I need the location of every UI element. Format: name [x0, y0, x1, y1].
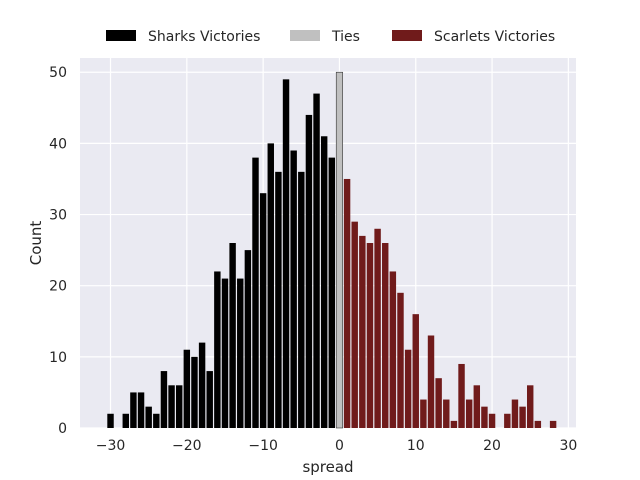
bar-sharks-victories	[160, 371, 168, 428]
x-tick-label: 10	[407, 438, 425, 454]
y-axis-title: Count	[27, 221, 45, 266]
legend-label-scarlets: Scarlets Victories	[434, 29, 555, 45]
bar-sharks-victories	[122, 413, 129, 428]
bar-sharks-victories	[267, 143, 274, 428]
bar-scarlets-victories	[351, 221, 358, 428]
bar-scarlets-victories	[420, 399, 427, 428]
bar-sharks-victories	[206, 371, 213, 428]
bar-sharks-victories	[259, 193, 267, 428]
bar-scarlets-victories	[374, 228, 381, 428]
legend-label-sharks: Sharks Victories	[148, 29, 260, 45]
legend-swatch-ties	[290, 30, 320, 41]
bar-sharks-victories	[328, 157, 336, 428]
bar-scarlets-victories	[435, 378, 442, 428]
legend-swatch-sharks	[106, 30, 136, 41]
x-tick-label: 0	[335, 438, 344, 454]
bars	[107, 71, 557, 429]
bar-sharks-victories	[244, 250, 252, 428]
bar-scarlets-victories	[481, 406, 488, 428]
bar-scarlets-victories	[465, 399, 473, 428]
bar-scarlets-victories	[359, 235, 366, 428]
x-axis-title: spread	[302, 458, 353, 476]
bar-scarlets-victories	[473, 385, 481, 428]
bar-scarlets-victories	[382, 243, 389, 428]
bar-scarlets-victories	[549, 420, 557, 428]
bar-sharks-victories	[221, 278, 229, 428]
bar-scarlets-victories	[511, 399, 519, 428]
x-tick-label: 30	[559, 438, 577, 454]
bar-sharks-victories	[282, 79, 290, 428]
bar-sharks-victories	[305, 114, 313, 428]
y-tick-label: 10	[49, 350, 67, 366]
bar-scarlets-victories	[519, 406, 526, 428]
plot-area	[80, 58, 576, 428]
y-tick-label: 0	[58, 421, 67, 437]
bar-sharks-victories	[198, 342, 206, 428]
bar-scarlets-victories	[450, 420, 458, 428]
legend-swatch-scarlets	[392, 30, 422, 41]
bar-scarlets-victories	[389, 271, 397, 428]
x-tick-label: −20	[172, 438, 202, 454]
bar-ties	[335, 71, 343, 429]
x-tick-label: −30	[96, 438, 126, 454]
bar-scarlets-victories	[343, 178, 351, 428]
bar-sharks-victories	[191, 356, 198, 428]
bar-scarlets-victories	[412, 314, 419, 428]
grid-lines	[80, 58, 576, 429]
bar-sharks-victories	[275, 171, 282, 428]
bar-sharks-victories	[137, 392, 145, 428]
y-tick-label: 20	[49, 279, 67, 295]
bar-sharks-victories	[145, 406, 152, 428]
bar-sharks-victories	[107, 413, 114, 428]
bar-sharks-victories	[153, 413, 160, 428]
bar-sharks-victories	[320, 136, 328, 428]
bar-scarlets-victories	[397, 292, 404, 428]
bar-scarlets-victories	[366, 243, 374, 428]
bar-sharks-victories	[290, 150, 297, 428]
bar-scarlets-victories	[488, 413, 496, 428]
bar-sharks-victories	[313, 93, 320, 429]
legend: Sharks Victories Ties Scarlets Victories	[106, 29, 555, 45]
x-tick-label: −10	[248, 438, 278, 454]
bar-sharks-victories	[229, 243, 236, 428]
bar-scarlets-victories	[534, 420, 542, 428]
bar-sharks-victories	[130, 392, 137, 428]
bar-scarlets-victories	[443, 399, 450, 428]
y-tick-label: 40	[49, 136, 67, 152]
bar-scarlets-victories	[427, 335, 435, 428]
bar-sharks-victories	[252, 157, 259, 428]
bar-scarlets-victories	[527, 385, 534, 428]
legend-label-ties: Ties	[331, 29, 360, 45]
y-tick-label: 30	[49, 208, 67, 224]
bar-sharks-victories	[183, 349, 191, 428]
bar-scarlets-victories	[504, 413, 511, 428]
x-tick-labels: −30 −20 −10 0 10 20 30	[96, 438, 578, 454]
bar-sharks-victories	[298, 171, 305, 428]
bar-scarlets-victories	[404, 349, 412, 428]
y-tick-labels: 0 10 20 30 40 50	[49, 65, 67, 437]
bar-sharks-victories	[214, 271, 221, 428]
bar-scarlets-victories	[458, 363, 465, 428]
y-tick-label: 50	[49, 65, 67, 81]
bar-sharks-victories	[237, 278, 244, 428]
bar-sharks-victories	[175, 385, 183, 428]
bar-sharks-victories	[168, 385, 175, 428]
x-tick-label: 20	[483, 438, 501, 454]
